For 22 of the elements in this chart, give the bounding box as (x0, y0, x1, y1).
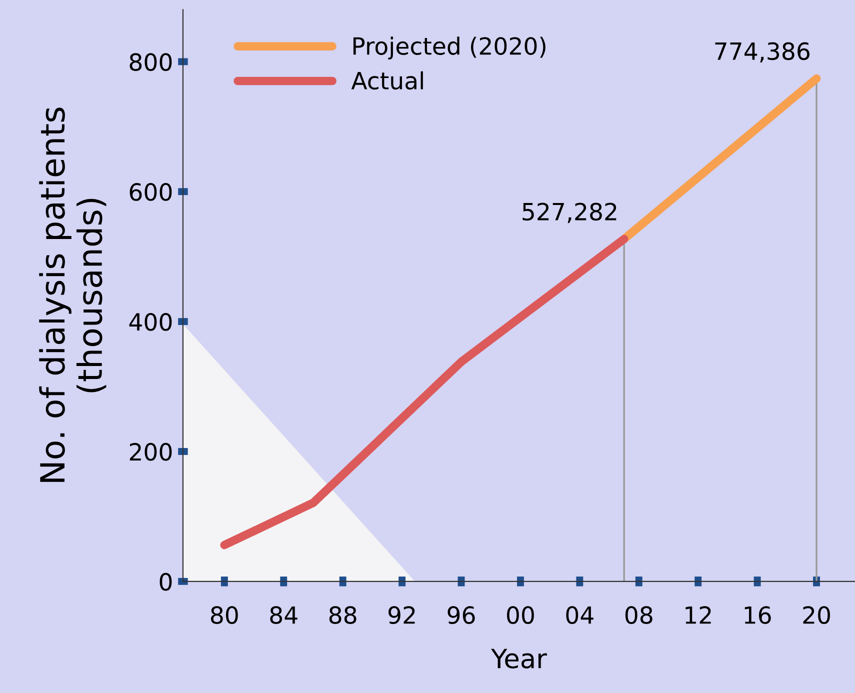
x-axis-title: Year (490, 648, 547, 668)
x-tick-label: 16 (744, 606, 771, 624)
x-tick-label: 08 (625, 606, 652, 624)
y-tick-label: 200 (130, 442, 172, 461)
y-axis-title: No. of dialysis patients (thousands) (39, 108, 106, 482)
legend-label: Projected (2020) (353, 36, 546, 60)
x-tick-label: 04 (566, 606, 594, 624)
legend-label: Actual (351, 71, 423, 90)
x-tick-label: 88 (329, 606, 356, 624)
annotation: 527,282 (522, 202, 616, 223)
x-tick-label: 96 (448, 606, 475, 624)
x-tick-label: 92 (388, 606, 415, 624)
x-tick-label: 20 (803, 606, 830, 624)
y-tick-label: 0 (160, 572, 172, 591)
x-tick-label: 84 (270, 606, 298, 624)
annotation: 774,386 (715, 42, 810, 63)
y-tick-label: 600 (130, 183, 172, 201)
x-tick-label: 12 (686, 606, 711, 624)
x-tick-label: 00 (507, 606, 534, 624)
y-tick-label: 800 (130, 53, 172, 71)
y-tick-label: 400 (129, 313, 172, 331)
x-tick-label: 80 (210, 606, 238, 624)
